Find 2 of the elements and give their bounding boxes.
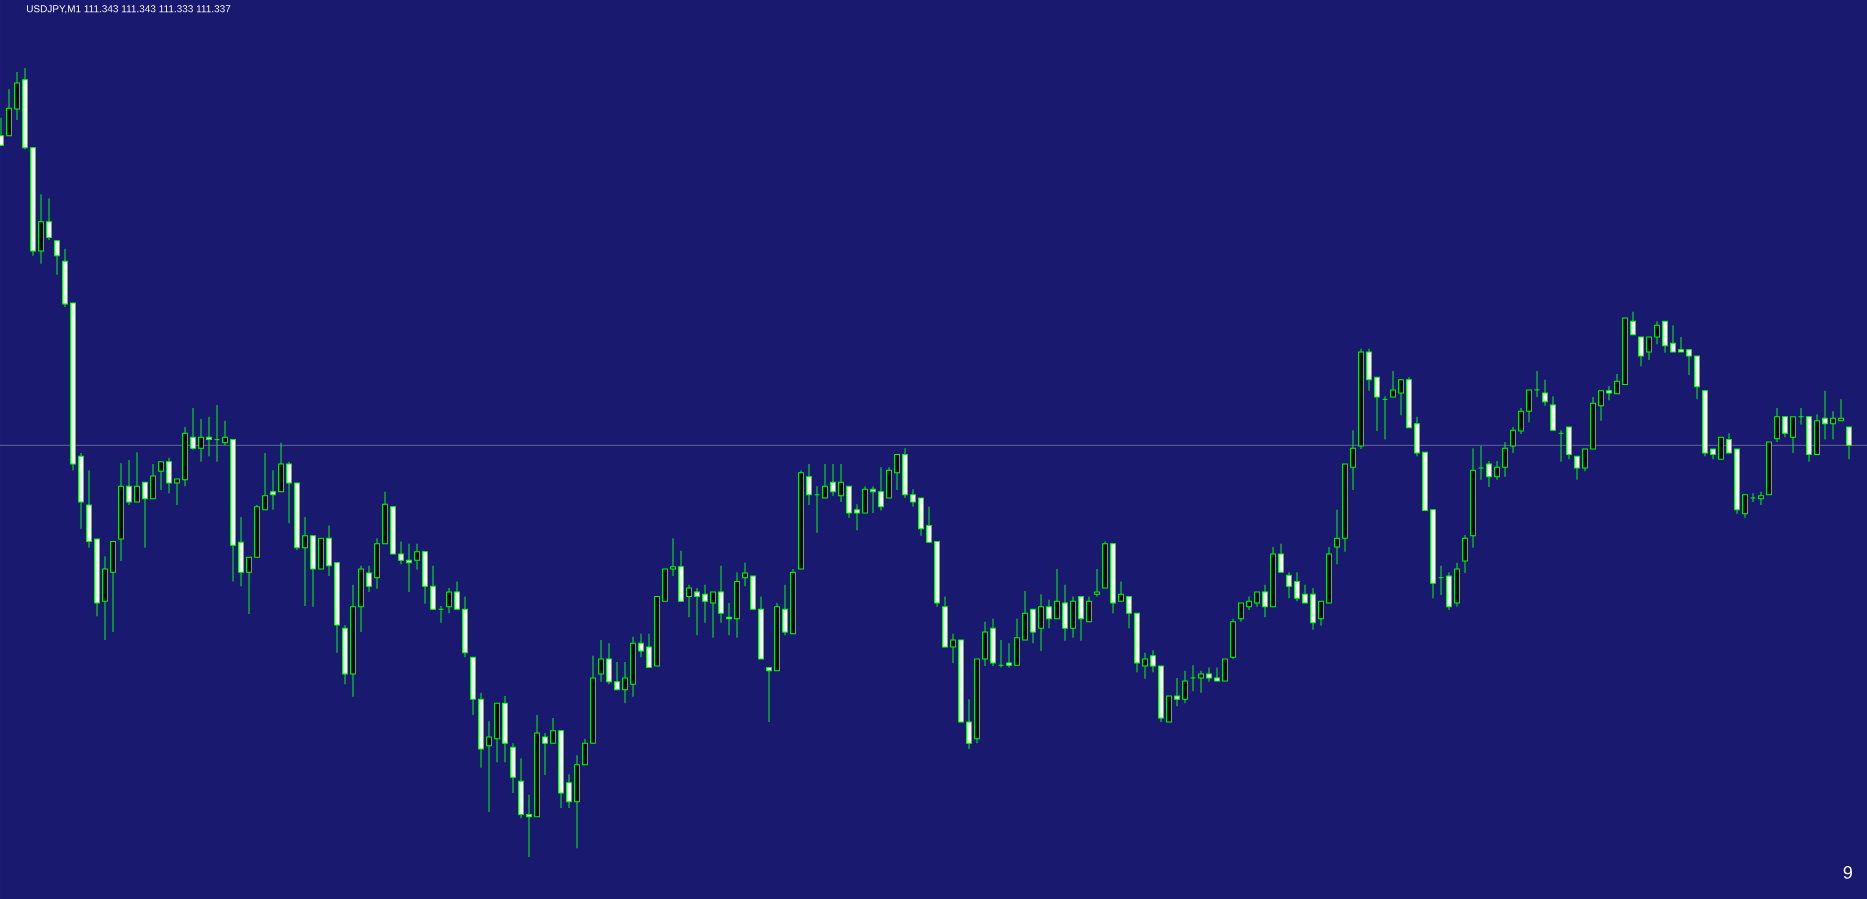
text: 9 [1843, 866, 1852, 879]
chart-title: USDJPY,M1 111.343 111.343 111.333 111.337 [26, 5, 231, 14]
